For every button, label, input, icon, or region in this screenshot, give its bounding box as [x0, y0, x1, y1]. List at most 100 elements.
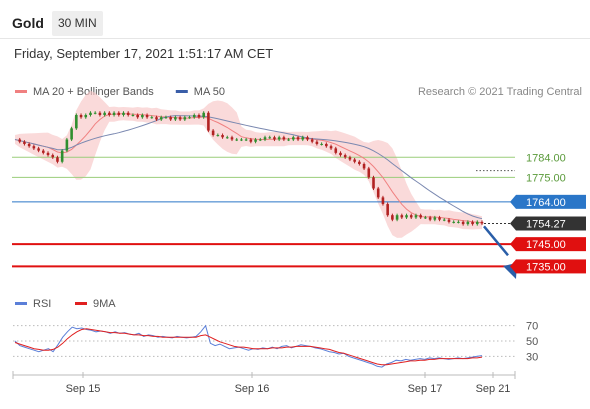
candle-body: [79, 115, 83, 118]
candle-body: [122, 112, 125, 115]
ma50-line: [14, 115, 483, 220]
candle-body: [202, 112, 205, 118]
candle-body: [287, 139, 290, 141]
level-tag-pointer: [510, 237, 516, 252]
level-tag-1764.00: [516, 194, 586, 209]
rsi-legend-label-1: 9MA: [93, 298, 116, 310]
candle-body: [348, 157, 352, 160]
candle-body: [367, 168, 371, 178]
candle-body: [315, 141, 319, 144]
candle-body: [334, 148, 338, 153]
x-tick-label-Sep-16: Sep 16: [235, 383, 270, 395]
candle-body: [452, 221, 455, 223]
candle-body: [150, 117, 154, 119]
x-tick-label-Sep-15: Sep 15: [66, 383, 101, 395]
candle-body: [419, 215, 422, 218]
x-tick-label-Sep-17: Sep 17: [408, 383, 443, 395]
level-tag-1745.00: [516, 237, 586, 252]
rsi-legend-swatch-0: [15, 302, 27, 305]
candle-body: [117, 112, 121, 115]
candle-body: [277, 137, 281, 140]
candle-body: [159, 117, 163, 120]
legend-swatch-0: [15, 90, 27, 93]
candle-body: [339, 152, 342, 156]
candle-body: [292, 137, 295, 140]
instrument-title: Gold: [12, 15, 44, 31]
candle-body: [188, 117, 191, 119]
candle-body: [306, 137, 309, 140]
header-divider: [0, 38, 590, 39]
candle-body: [108, 112, 111, 115]
candle-body: [438, 217, 441, 220]
candle-body: [395, 215, 399, 220]
candle-body: [174, 117, 177, 120]
candle-body: [84, 115, 88, 118]
level-label-1735.00: 1735.00: [526, 261, 566, 273]
candle-body: [372, 177, 375, 189]
legend-label-1: MA 50: [194, 86, 225, 98]
x-tick-label-Sep-21: Sep 21: [476, 383, 511, 395]
candle-body: [155, 117, 158, 120]
candle-body: [400, 215, 404, 218]
candle-body: [263, 137, 267, 140]
level-label-1784.00: 1784.00: [526, 152, 566, 164]
candle-body: [471, 221, 474, 225]
candle-body: [42, 150, 45, 153]
candle-body: [98, 112, 102, 115]
candle-body: [60, 150, 64, 162]
candle-body: [310, 139, 314, 142]
level-label-1764.00: 1764.00: [526, 197, 566, 209]
candle-body: [254, 139, 257, 142]
rsi-legend-swatch-1: [75, 302, 87, 305]
candle-body: [211, 130, 215, 136]
candle-body: [244, 139, 248, 141]
candle-body: [358, 161, 361, 164]
candle-body: [376, 188, 380, 198]
candle-body: [27, 143, 31, 147]
candle-body: [258, 139, 262, 141]
rsi-tick-50: 50: [526, 336, 538, 348]
candle-body: [230, 137, 234, 140]
candle-body: [296, 137, 300, 140]
rsi-tick-70: 70: [526, 321, 538, 333]
candle-body: [65, 139, 69, 151]
level-label-1754.27: 1754.27: [526, 219, 566, 231]
candle-body: [112, 112, 116, 115]
report-datetime: Friday, September 17, 2021 1:51:17 AM CE…: [14, 46, 274, 61]
candle-body: [268, 137, 272, 139]
candle-body: [475, 221, 479, 225]
candle-body: [249, 139, 253, 142]
rsi-line: [14, 324, 483, 368]
candle-body: [301, 137, 305, 140]
candle-body: [32, 146, 36, 149]
bollinger-band: [15, 90, 482, 238]
candle-body: [164, 117, 168, 119]
candle-body: [207, 112, 210, 131]
candle-body: [362, 163, 366, 169]
candle-body: [37, 148, 40, 151]
candle-body: [183, 117, 187, 120]
candle-body: [197, 115, 201, 118]
candle-body: [216, 135, 220, 137]
candle-body: [381, 197, 385, 205]
candle-body: [447, 219, 451, 222]
level-tag-1754.27: [516, 216, 586, 231]
candle-body: [240, 139, 243, 141]
candle-body: [56, 157, 59, 162]
candle-body: [320, 143, 323, 145]
timeframe-badge[interactable]: 30 MIN: [52, 11, 103, 36]
rsi-tick-30: 30: [526, 351, 538, 363]
candle-body: [442, 219, 446, 221]
rsi-legend-label-0: RSI: [33, 298, 51, 310]
candle-body: [126, 112, 130, 115]
candle-body: [414, 215, 418, 218]
candle-body: [23, 141, 26, 144]
candle-body: [325, 143, 328, 147]
candle-body: [131, 115, 135, 116]
forecast-arrow-shaft: [483, 225, 509, 257]
candle-body: [89, 112, 92, 115]
candle-body: [273, 137, 276, 140]
candle-body: [391, 215, 394, 220]
candle-body: [235, 139, 239, 141]
